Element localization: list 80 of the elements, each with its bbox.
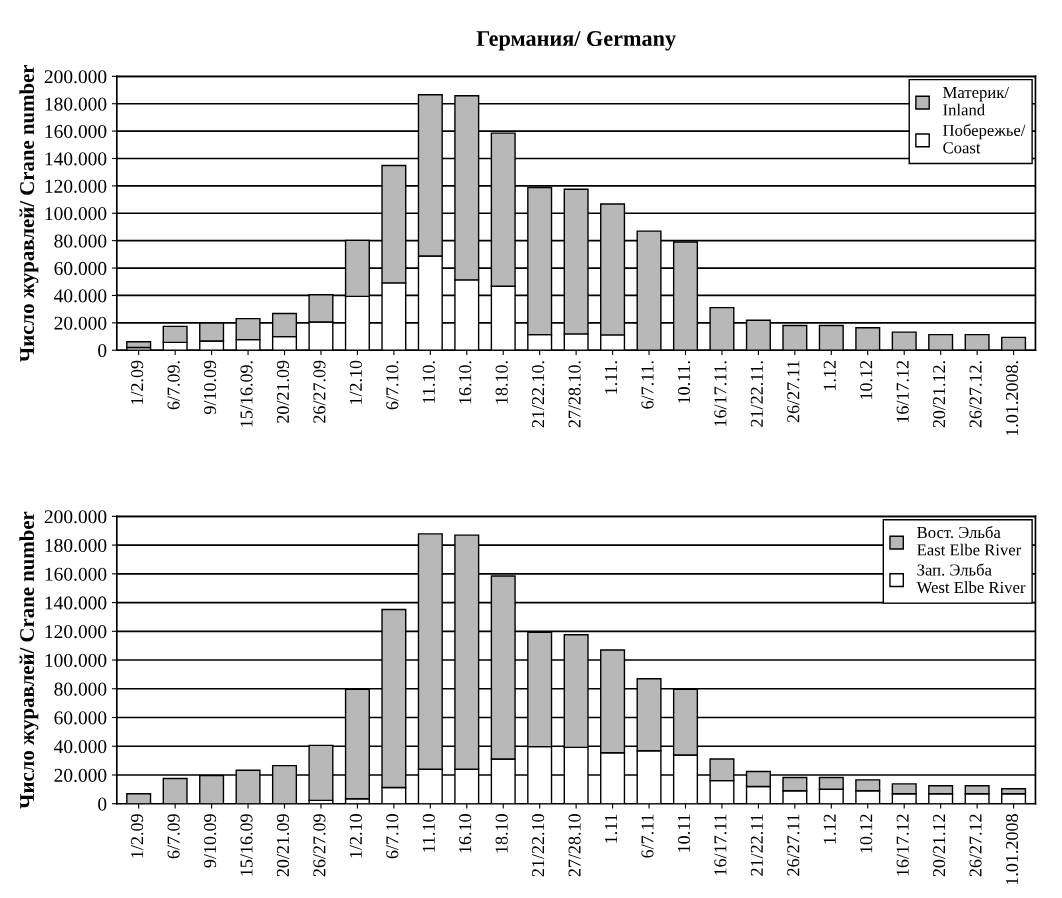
x-tick-label: 26/27.12.	[969, 361, 982, 428]
x-tick-label: 26/27.09	[313, 360, 326, 423]
x-tick-label: 6/7.10.	[386, 361, 399, 410]
y-tick-label: 100.000	[45, 653, 107, 668]
x-tick-label: 16/17.12	[896, 814, 909, 876]
y-tick-label: 140.000	[45, 152, 107, 166]
x-tick-label: 20/21.12.	[933, 361, 946, 428]
x-tick-label: 1.01.2008	[1005, 814, 1019, 885]
x-tick-label: 10.11	[677, 814, 691, 852]
chart-title: Германия/ Germany	[476, 31, 676, 51]
x-tick-label: 15/16.09.	[240, 361, 253, 427]
y-tick-label: 60.000	[54, 711, 107, 725]
x-tick-label: 15/16.09	[240, 814, 253, 876]
y-tick-label: 80.000	[54, 682, 107, 696]
x-tick-label: 18.10.	[495, 361, 508, 404]
x-tick-label: 1.12	[823, 360, 836, 390]
x-tick-label: 26/27.09	[313, 814, 326, 877]
legend-label: Побережье/ Coast	[943, 123, 1026, 154]
x-tick-label: 9/10.09	[203, 360, 217, 415]
x-tick-label: 16/17.11	[714, 814, 727, 875]
x-tick-label: 6/7.09	[167, 814, 180, 859]
x-tick-label: 16.10	[459, 814, 472, 853]
x-tick-label: 11.10	[422, 814, 435, 852]
x-tick-label: 21/22.11	[750, 814, 763, 876]
bar	[126, 341, 152, 349]
x-tick-label: 20/21.12	[933, 814, 946, 877]
legend-label: Зап. Эльба West Elbe River	[916, 563, 1026, 594]
y-axis-title: Число журавлей/ Crane number	[19, 64, 39, 362]
y-tick-label: 80.000	[54, 234, 107, 248]
x-tick-label: 6/7.10	[386, 814, 399, 859]
x-tick-label: 10.12	[860, 360, 873, 399]
x-tick-label: 20/21.09	[276, 814, 290, 877]
x-tick-label: 27/28.10.	[568, 361, 581, 428]
y-tick-label: 100.000	[45, 207, 107, 221]
y-tick-label: 40.000	[54, 289, 107, 303]
y-tick-label: 20.000	[54, 316, 107, 330]
x-tick-label: 18.10	[495, 814, 508, 853]
x-tick-label: 1/2.09	[131, 360, 144, 404]
x-tick-label: 16/17.11.	[714, 361, 727, 426]
x-tick-label: 6/7.09.	[167, 361, 180, 410]
x-tick-label: 26/27.11	[787, 361, 800, 423]
x-tick-label: 27/28.10	[568, 814, 581, 877]
y-tick-label: 160.000	[45, 124, 107, 139]
legend-label: Вост. Эльба East Elbe River	[917, 525, 1022, 556]
y-tick-label: 60.000	[54, 261, 107, 276]
x-tick-label: 16/17.12	[896, 360, 909, 423]
x-tick-label: 16.10.	[459, 361, 472, 404]
x-tick-label: 21/22.10.	[532, 361, 545, 428]
x-tick-label: 21/22.10	[532, 814, 545, 877]
x-tick-label: 1/2.10	[349, 360, 363, 404]
y-tick-label: 180.000	[45, 97, 107, 111]
y-tick-label: 140.000	[45, 596, 107, 610]
x-tick-label: 1.11	[605, 814, 618, 843]
x-tick-label: 10.11.	[677, 361, 691, 403]
y-tick-label: 0	[98, 344, 107, 358]
x-tick-label: 10.12	[860, 814, 873, 853]
x-tick-label: 26/27.12	[969, 814, 982, 877]
x-tick-label: 6/7.11.	[641, 361, 654, 409]
y-tick-label: 200.000	[44, 70, 107, 84]
x-tick-label: 1/2.10	[349, 814, 363, 858]
x-tick-label: 26/27.11	[787, 814, 800, 876]
x-tick-label: 1/2.09	[131, 814, 144, 858]
y-tick-label: 120.000	[45, 625, 107, 639]
y-tick-label: 160.000	[45, 567, 107, 581]
x-tick-label: 9/10.09	[203, 814, 217, 868]
y-tick-label: 200.000	[44, 510, 107, 524]
x-tick-label: 1.12	[823, 814, 836, 844]
y-tick-label: 20.000	[54, 768, 107, 782]
x-tick-label: 11.10.	[422, 361, 435, 403]
x-tick-label: 6/7.11	[641, 814, 654, 858]
x-tick-label: 1.01.2008.	[1005, 361, 1019, 436]
x-tick-label: 1.11.	[605, 361, 618, 394]
x-tick-label: 20/21.09	[276, 360, 290, 423]
y-tick-label: 120.000	[45, 179, 107, 193]
y-tick-label: 0	[98, 797, 107, 811]
y-axis-title: Число журавлей/ Crane number	[19, 511, 39, 809]
legend-label: Материк/ Inland	[943, 86, 1009, 116]
y-tick-label: 180.000	[45, 538, 107, 553]
x-tick-label: 21/22.11.	[750, 361, 763, 427]
y-tick-label: 40.000	[54, 740, 107, 754]
